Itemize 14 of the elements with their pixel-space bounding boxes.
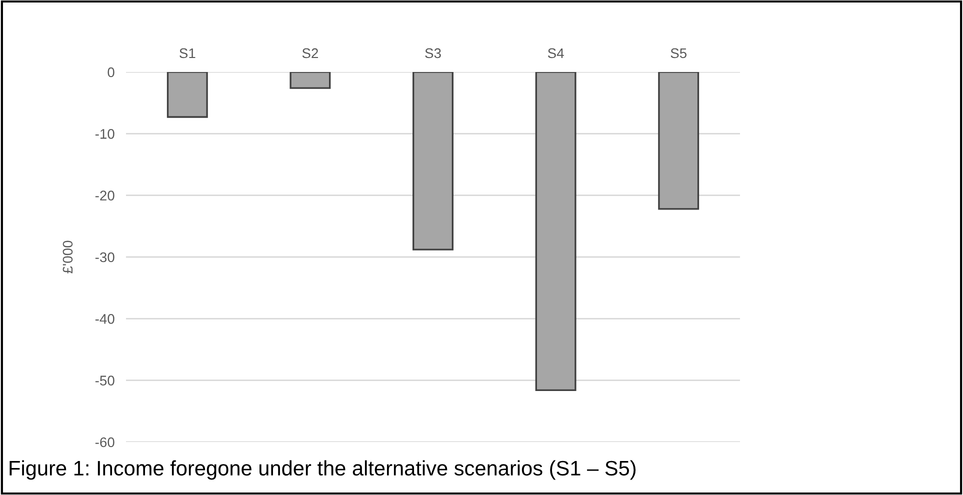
caption: Figure 1: Income foregone under the alternative scenarios (S1 – S5) — [10, 460, 636, 480]
y-tick-label: 0 — [108, 67, 114, 78]
y-tick-label: -40 — [95, 314, 114, 324]
x-tick-label: S2 — [302, 48, 318, 58]
y-axis-title: £'000 — [62, 240, 73, 274]
x-tick-label: S4 — [548, 48, 564, 58]
y-tick-label: -30 — [95, 252, 114, 262]
y-tick-label: -20 — [95, 190, 114, 201]
y-tick-label: -60 — [95, 437, 114, 448]
y-tick-label: -50 — [95, 376, 114, 386]
x-tick-label: S5 — [670, 48, 687, 58]
x-tick-label: S3 — [425, 48, 441, 58]
x-tick-label: S1 — [180, 48, 196, 58]
y-tick-label: -10 — [95, 129, 114, 139]
